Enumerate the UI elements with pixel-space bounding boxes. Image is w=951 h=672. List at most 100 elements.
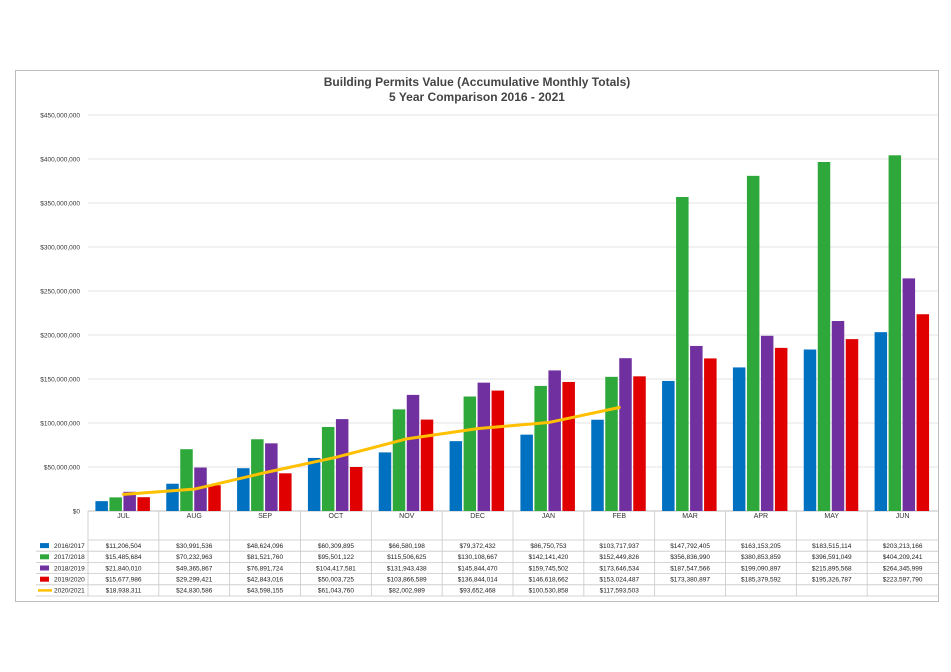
bar <box>279 473 292 511</box>
bar <box>746 175 760 511</box>
data-label: $95,501,122 <box>318 554 355 561</box>
bar <box>831 321 845 511</box>
bar <box>321 426 335 511</box>
series-line <box>121 406 621 496</box>
bar <box>874 332 888 511</box>
bar <box>704 358 717 511</box>
bar <box>137 497 150 511</box>
bar <box>335 419 349 511</box>
data-label: $82,002,989 <box>389 588 426 595</box>
bar <box>845 339 859 511</box>
data-label: $203,213,166 <box>883 543 923 550</box>
bar <box>265 443 278 511</box>
legend-swatch <box>40 554 49 560</box>
bar <box>633 376 646 511</box>
bar <box>392 409 406 511</box>
data-label: $396,591,049 <box>812 554 852 561</box>
x-tick-label: FEB <box>612 513 626 520</box>
data-table: JUL AUG SEP OCT NOV DEC JAN FEB MAR APR MAY JUN 2016… <box>36 511 938 597</box>
y-tick-label: $250,000,000 <box>40 289 80 296</box>
legend-label: 2016/2017 <box>54 543 85 550</box>
data-label: $195,326,787 <box>812 577 852 584</box>
bar <box>378 452 392 511</box>
data-label: $199,090,897 <box>741 565 781 572</box>
data-label: $173,380,897 <box>670 577 710 584</box>
legend-swatch <box>40 565 49 571</box>
data-label: $159,745,502 <box>529 565 569 572</box>
bar <box>803 349 817 511</box>
data-label: $100,530,858 <box>529 588 569 595</box>
y-tick-label: $50,000,000 <box>44 465 81 472</box>
bar <box>902 278 916 511</box>
legend-swatch <box>40 576 49 582</box>
data-label: $43,598,155 <box>247 588 284 595</box>
bar <box>916 314 930 511</box>
data-label: $70,232,963 <box>176 554 213 561</box>
x-tick-label: MAY <box>824 513 839 520</box>
data-label: $142,141,420 <box>529 554 569 561</box>
bar <box>477 382 491 511</box>
data-label: $404,209,241 <box>883 554 923 561</box>
bar <box>562 381 575 511</box>
data-label: $103,866,589 <box>387 577 427 584</box>
y-tick-label: $150,000,000 <box>40 377 80 384</box>
data-label: $93,652,468 <box>460 588 497 595</box>
data-label: $104,417,581 <box>316 565 356 572</box>
x-tick-label: SEP <box>258 513 272 520</box>
data-label: $130,108,667 <box>458 554 498 561</box>
legend-label: 2019/2020 <box>54 577 85 584</box>
data-label: $15,485,684 <box>105 554 142 561</box>
data-label: $185,379,592 <box>741 577 781 584</box>
y-tick-label: $0 <box>73 509 81 516</box>
bar <box>180 449 193 511</box>
bar <box>662 380 675 511</box>
line-series <box>121 406 621 496</box>
bar <box>420 419 434 511</box>
bar <box>449 441 463 511</box>
data-label: $173,646,534 <box>599 565 639 572</box>
bar <box>491 390 505 511</box>
bar <box>605 376 618 511</box>
bar <box>534 385 547 511</box>
bar <box>619 358 632 511</box>
data-label: $42,843,016 <box>247 577 284 584</box>
data-label: $152,449,826 <box>599 554 639 561</box>
bars <box>95 155 930 511</box>
bar <box>591 419 604 511</box>
legend-swatch <box>40 543 49 549</box>
data-label: $18,938,311 <box>106 588 142 595</box>
grid <box>88 114 938 512</box>
data-label: $21,840,010 <box>105 565 142 572</box>
bar <box>817 161 831 511</box>
data-label: $60,309,895 <box>318 543 355 550</box>
bar <box>166 483 179 511</box>
legend-label: 2020/2021 <box>54 588 85 595</box>
chart-title: Building Permits Value (Accumulative Mon… <box>324 75 631 89</box>
y-tick-label: $200,000,000 <box>40 333 80 340</box>
x-tick-label: AUG <box>187 513 202 520</box>
bar <box>109 497 122 511</box>
bar <box>307 457 321 511</box>
y-tick-label: $350,000,000 <box>40 201 80 208</box>
data-label: $215,895,568 <box>812 565 852 572</box>
bar <box>463 396 477 511</box>
data-label: $61,043,760 <box>318 588 355 595</box>
y-axis: $0 $50,000,000 $100,000,000 $150,000,000 $20… <box>40 113 80 516</box>
data-label: $136,844,014 <box>458 577 498 584</box>
data-label: $380,853,859 <box>741 554 781 561</box>
bar <box>548 370 561 511</box>
legend-label: 2017/2018 <box>54 554 85 561</box>
data-label: $103,717,937 <box>599 543 639 550</box>
bar <box>208 485 221 511</box>
data-label: $145,844,470 <box>458 565 498 572</box>
bar <box>95 501 108 511</box>
chart: Building Permits Value (Accumulative Mon… <box>36 75 938 597</box>
x-tick-label: MAR <box>682 513 698 520</box>
data-label: $223,597,790 <box>883 577 923 584</box>
chart-subtitle: 5 Year Comparison 2016 - 2021 <box>389 90 565 104</box>
y-tick-label: $400,000,000 <box>40 157 80 164</box>
bar <box>123 491 136 511</box>
bar <box>349 466 363 511</box>
data-label: $48,624,096 <box>247 543 284 550</box>
data-label: $356,836,990 <box>670 554 710 561</box>
